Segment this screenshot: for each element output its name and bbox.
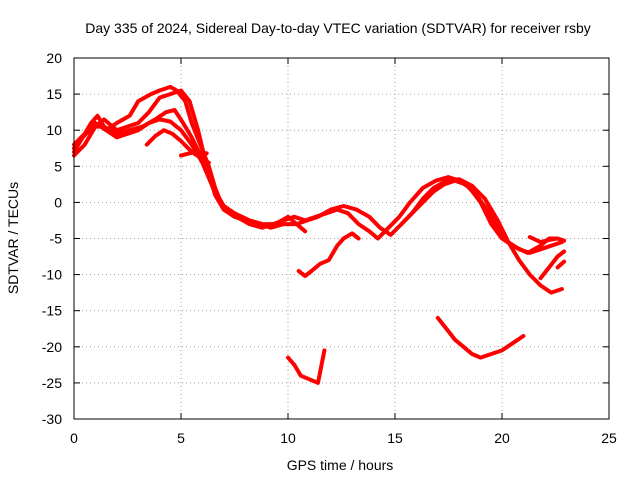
x-tick-label: 20 — [494, 430, 510, 446]
series-layer — [72, 84, 567, 385]
series-line-trace-13 — [555, 259, 567, 270]
series-line-trace-7 — [286, 348, 327, 385]
series-line-trace-10 — [399, 177, 564, 295]
x-tick-label: 15 — [387, 430, 403, 446]
y-tick-label: -25 — [42, 375, 62, 391]
series-line-trace-5 — [144, 128, 211, 165]
y-tick-label: 20 — [46, 50, 62, 66]
y-tick-label: 5 — [54, 158, 62, 174]
y-tick-label: -15 — [42, 303, 62, 319]
y-tick-label: 15 — [46, 86, 62, 102]
y-tick-label: 0 — [54, 194, 62, 210]
x-tick-label: 10 — [280, 430, 296, 446]
y-tick-label: -10 — [42, 267, 62, 283]
ticks-layer: 0 5 10 15 20 25 -30 -25 -20 -15 -10 -5 0 5 10 15 20 — [42, 50, 617, 446]
series-line-trace-12 — [538, 249, 567, 281]
chart-title: Day 335 of 2024, Sidereal Day-to-day VTE… — [85, 20, 591, 36]
x-tick-label: 5 — [177, 430, 185, 446]
series-line-trace-11 — [527, 235, 567, 245]
y-tick-label: -5 — [50, 231, 63, 247]
x-tick-label: 0 — [70, 430, 78, 446]
series-line-trace-2 — [72, 88, 564, 255]
series-line-trace-6 — [179, 149, 209, 158]
y-tick-label: -30 — [42, 411, 62, 427]
y-axis-label: SDTVAR / TECUs — [5, 182, 21, 294]
series-line-trace-3 — [72, 108, 308, 234]
y-tick-label: -20 — [42, 339, 62, 355]
series-line-trace-9 — [435, 315, 526, 360]
series-line-trace-4 — [72, 117, 233, 216]
y-tick-label: 10 — [46, 122, 62, 138]
series-line-trace-8 — [296, 231, 361, 278]
x-axis-label: GPS time / hours — [287, 457, 394, 473]
x-tick-label: 25 — [601, 430, 617, 446]
